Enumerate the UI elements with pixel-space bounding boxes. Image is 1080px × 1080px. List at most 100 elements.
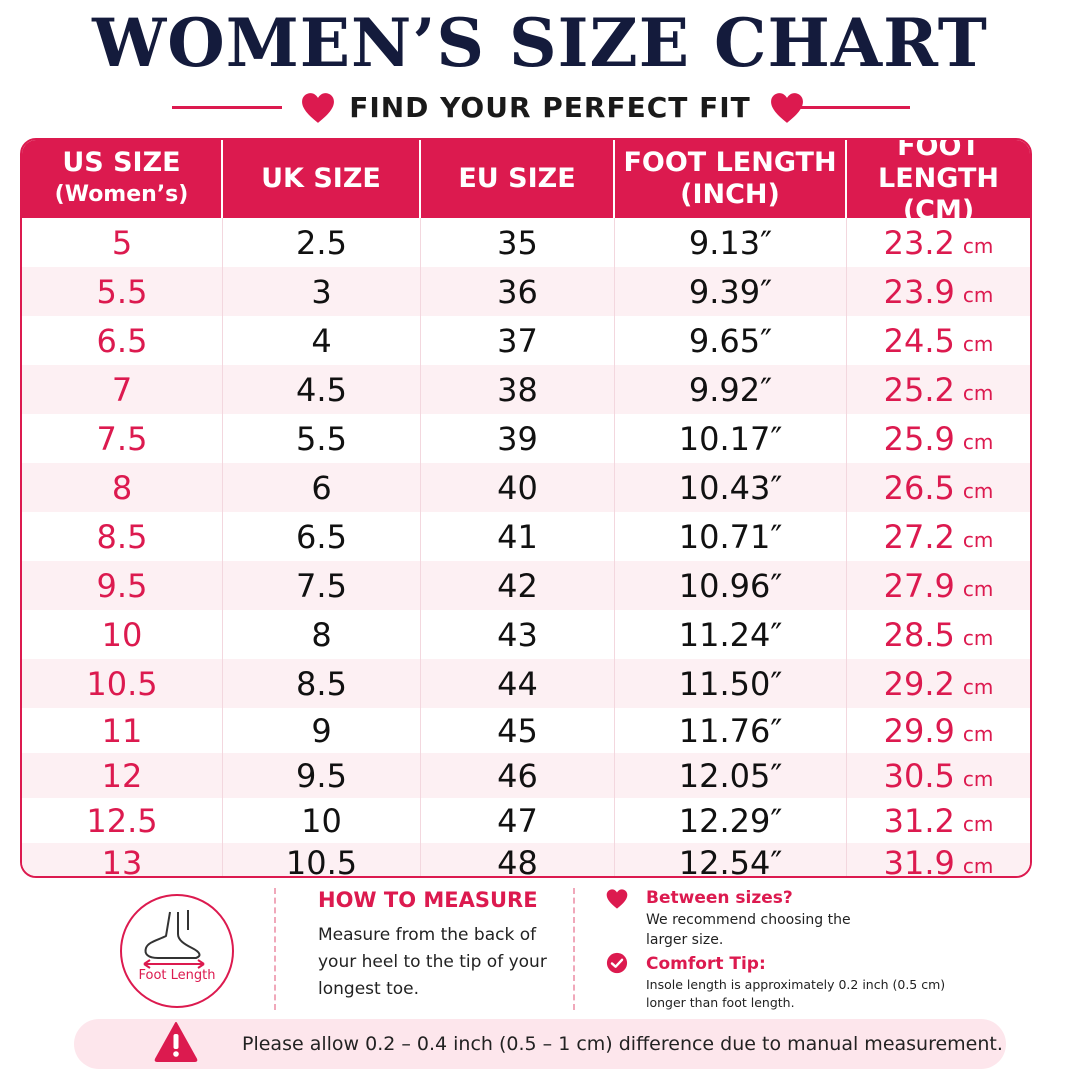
uk-size-cell-value: 8.5 bbox=[296, 664, 347, 703]
eu-size-cell: 47 bbox=[421, 798, 615, 843]
header-eu-size: EU SIZE bbox=[421, 140, 615, 218]
cm-unit-label: cm bbox=[962, 429, 994, 454]
foot-length-inch-cell: 10.96″ bbox=[615, 561, 847, 610]
table-row: 8.5 6.5 41 10.71″ 27.2 cm bbox=[22, 512, 1030, 561]
foot-length-inch-cell-value: 12.54″ bbox=[678, 844, 783, 878]
header-uk-size: UK SIZE bbox=[223, 140, 421, 218]
foot-length-cm-cell-value: 23.2 bbox=[883, 223, 955, 262]
uk-size-cell: 9 bbox=[223, 708, 421, 753]
header-us-size: US SIZE (Women’s) bbox=[22, 140, 223, 218]
uk-size-cell-value: 9.5 bbox=[296, 756, 347, 795]
foot-length-inch-cell-value: 11.24″ bbox=[678, 615, 783, 654]
foot-length-inch-cell-value: 10.17″ bbox=[678, 419, 783, 458]
eu-size-cell-value: 46 bbox=[497, 756, 538, 795]
uk-size-cell: 8.5 bbox=[223, 659, 421, 708]
foot-length-label: Foot Length bbox=[138, 968, 216, 983]
table-row: 12 9.5 46 12.05″ 30.5 cm bbox=[22, 753, 1030, 798]
uk-size-cell: 4.5 bbox=[223, 365, 421, 414]
us-size-cell: 5 bbox=[22, 218, 223, 267]
between-sizes-title: Between sizes? bbox=[646, 888, 793, 908]
foot-length-inch-cell-value: 12.05″ bbox=[678, 756, 783, 795]
foot-length-cm-cell: 27.9 cm bbox=[847, 561, 1030, 610]
foot-length-inch-cell: 10.17″ bbox=[615, 414, 847, 463]
us-size-cell: 7 bbox=[22, 365, 223, 414]
table-row: 5.5 3 36 9.39″ 23.9 cm bbox=[22, 267, 1030, 316]
foot-length-inch-cell: 10.71″ bbox=[615, 512, 847, 561]
heart-icon bbox=[606, 889, 628, 909]
foot-length-cm-cell-value: 23.9 bbox=[883, 272, 955, 311]
us-size-cell-value: 5 bbox=[111, 223, 133, 262]
cm-unit-label: cm bbox=[962, 721, 994, 746]
uk-size-cell: 2.5 bbox=[223, 218, 421, 267]
uk-size-cell-value: 6.5 bbox=[296, 517, 347, 556]
foot-length-cm-cell-value: 25.9 bbox=[883, 419, 955, 458]
us-size-cell: 11 bbox=[22, 708, 223, 753]
eu-size-cell: 39 bbox=[421, 414, 615, 463]
uk-size-cell: 3 bbox=[223, 267, 421, 316]
eu-size-cell: 38 bbox=[421, 365, 615, 414]
foot-length-inch-cell-value: 10.71″ bbox=[678, 517, 783, 556]
foot-length-cm-cell-value: 31.9 bbox=[883, 844, 955, 878]
foot-length-inch-cell: 10.43″ bbox=[615, 463, 847, 512]
foot-length-cm-cell: 27.2 cm bbox=[847, 512, 1030, 561]
eu-size-cell-value: 43 bbox=[497, 615, 538, 654]
header-foot-length-inch: FOOT LENGTH (INCH) bbox=[615, 140, 847, 218]
eu-size-cell: 41 bbox=[421, 512, 615, 561]
uk-size-cell-value: 4 bbox=[311, 321, 332, 360]
foot-length-cm-cell-value: 28.5 bbox=[883, 615, 955, 654]
us-size-cell-value: 13 bbox=[101, 844, 143, 878]
table-row: 13 10.5 48 12.54″ 31.9 cm bbox=[22, 843, 1030, 878]
eu-size-cell: 36 bbox=[421, 267, 615, 316]
page-subtitle: FIND YOUR PERFECT FIT bbox=[349, 91, 751, 124]
foot-length-cm-cell-value: 26.5 bbox=[883, 468, 955, 507]
header-foot-length-inch-unit: (INCH) bbox=[680, 179, 780, 210]
uk-size-cell: 9.5 bbox=[223, 753, 421, 798]
measurement-notice: Please allow 0.2 – 0.4 inch (0.5 – 1 cm)… bbox=[74, 1019, 1006, 1069]
eu-size-cell: 45 bbox=[421, 708, 615, 753]
how-to-measure-title: HOW TO MEASURE bbox=[318, 888, 538, 912]
eu-size-cell-value: 36 bbox=[497, 272, 538, 311]
header-foot-length-cm-label: FOOT LENGTH bbox=[878, 138, 999, 194]
cm-unit-label: cm bbox=[962, 854, 994, 878]
table-row: 8 6 40 10.43″ 26.5 cm bbox=[22, 463, 1030, 512]
foot-length-cm-cell: 23.2 cm bbox=[847, 218, 1030, 267]
us-size-cell-value: 5.5 bbox=[96, 272, 148, 311]
foot-length-inch-cell-value: 12.29″ bbox=[678, 801, 783, 840]
us-size-cell: 9.5 bbox=[22, 561, 223, 610]
foot-length-cm-cell: 30.5 cm bbox=[847, 753, 1030, 798]
check-circle-icon bbox=[606, 952, 628, 974]
eu-size-cell-value: 40 bbox=[497, 468, 538, 507]
size-table: US SIZE (Women’s) UK SIZE EU SIZE FOOT L… bbox=[20, 138, 1032, 878]
foot-length-cm-cell: 25.2 cm bbox=[847, 365, 1030, 414]
foot-length-cm-cell-value: 30.5 bbox=[883, 756, 955, 795]
us-size-cell: 13 bbox=[22, 843, 223, 878]
eu-size-cell: 43 bbox=[421, 610, 615, 659]
foot-length-cm-cell-value: 25.2 bbox=[883, 370, 955, 409]
us-size-cell: 10.5 bbox=[22, 659, 223, 708]
uk-size-cell-value: 2.5 bbox=[296, 223, 347, 262]
cm-unit-label: cm bbox=[962, 233, 994, 258]
us-size-cell-value: 7.5 bbox=[96, 419, 148, 458]
cm-unit-label: cm bbox=[962, 625, 994, 650]
foot-length-cm-cell: 29.2 cm bbox=[847, 659, 1030, 708]
us-size-cell: 12 bbox=[22, 753, 223, 798]
uk-size-cell: 8 bbox=[223, 610, 421, 659]
uk-size-cell-value: 4.5 bbox=[296, 370, 347, 409]
uk-size-cell: 6.5 bbox=[223, 512, 421, 561]
us-size-cell: 8.5 bbox=[22, 512, 223, 561]
eu-size-cell: 35 bbox=[421, 218, 615, 267]
foot-length-inch-cell-value: 11.76″ bbox=[678, 711, 783, 750]
eu-size-cell-value: 39 bbox=[497, 419, 538, 458]
cm-unit-label: cm bbox=[962, 380, 994, 405]
us-size-cell-value: 11 bbox=[101, 711, 143, 750]
uk-size-cell-value: 3 bbox=[311, 272, 332, 311]
divider bbox=[573, 888, 575, 1010]
eu-size-cell: 48 bbox=[421, 843, 615, 876]
uk-size-cell: 10.5 bbox=[223, 843, 421, 876]
eu-size-cell-value: 37 bbox=[497, 321, 538, 360]
comfort-tip-text: Insole length is approximately 0.2 inch … bbox=[646, 977, 946, 1010]
foot-length-cm-cell-value: 27.2 bbox=[883, 517, 955, 556]
table-row: 7 4.5 38 9.92″ 25.2 cm bbox=[22, 365, 1030, 414]
us-size-cell-value: 6.5 bbox=[96, 321, 148, 360]
cm-unit-label: cm bbox=[962, 282, 994, 307]
